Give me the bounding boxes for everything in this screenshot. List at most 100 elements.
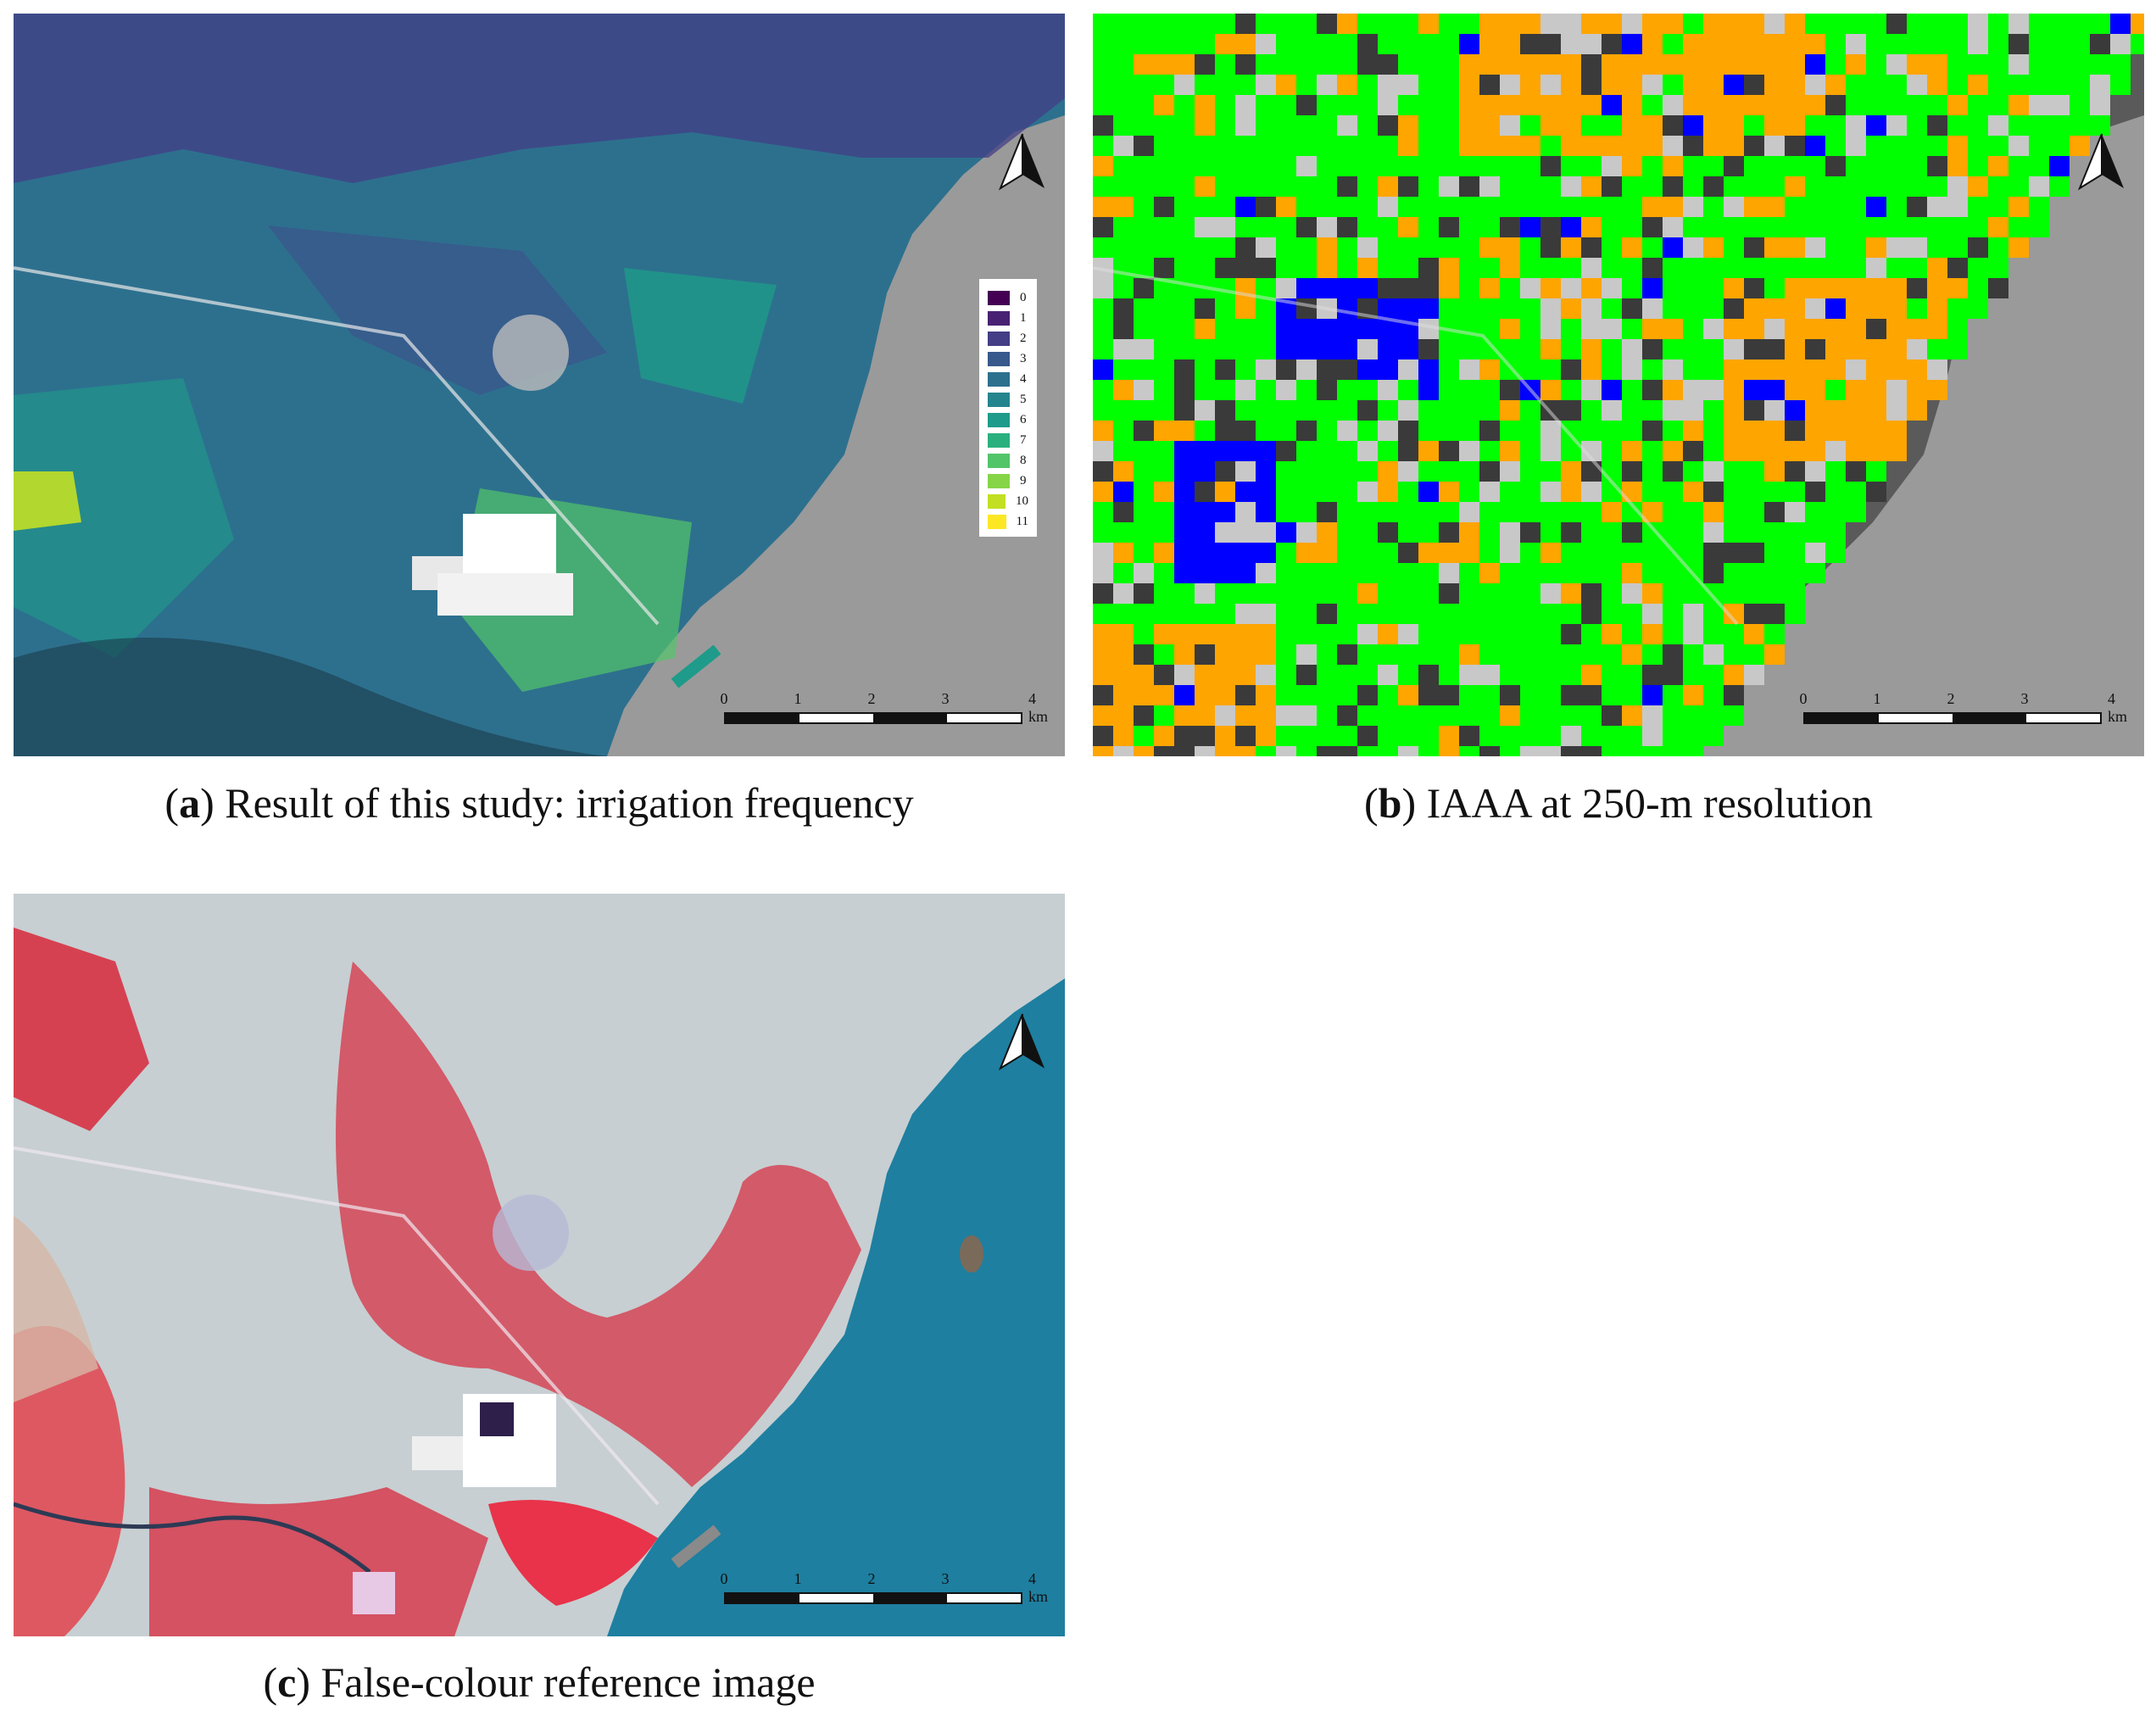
raster-cell xyxy=(1805,441,1825,461)
raster-cell xyxy=(1500,685,1520,705)
raster-cell xyxy=(1378,583,1398,604)
raster-cell xyxy=(1113,156,1134,176)
raster-cell xyxy=(2131,14,2144,34)
raster-cell xyxy=(1622,583,1642,604)
raster-cell xyxy=(1703,522,1724,543)
raster-cell xyxy=(1825,319,1846,339)
raster-cell xyxy=(1479,685,1500,705)
raster-cell xyxy=(1418,217,1439,237)
legend-entry: 4 xyxy=(988,369,1028,389)
raster-cell xyxy=(1235,665,1256,685)
raster-cell xyxy=(1479,217,1500,237)
raster-cell xyxy=(1602,115,1622,136)
raster-cell xyxy=(1663,34,1683,54)
raster-cell xyxy=(1134,14,1154,34)
raster-cell xyxy=(1703,441,1724,461)
raster-cell xyxy=(1317,563,1337,583)
raster-cell xyxy=(1276,705,1296,726)
raster-cell xyxy=(1683,502,1703,522)
legend-label: 6 xyxy=(1020,412,1027,426)
raster-cell xyxy=(1642,298,1663,319)
raster-cell xyxy=(1642,563,1663,583)
raster-cell xyxy=(1317,359,1337,380)
raster-cell xyxy=(1235,258,1256,278)
raster-cell xyxy=(1927,156,1947,176)
raster-cell xyxy=(1846,217,1866,237)
raster-cell xyxy=(1540,380,1561,400)
raster-cell xyxy=(1459,359,1479,380)
raster-cell xyxy=(1113,400,1134,421)
raster-cell xyxy=(1093,278,1113,298)
raster-cell xyxy=(1134,726,1154,746)
raster-cell xyxy=(1642,359,1663,380)
raster-cell xyxy=(1378,237,1398,258)
raster-cell xyxy=(1418,278,1439,298)
raster-cell xyxy=(1825,543,1846,563)
raster-cell xyxy=(1439,359,1459,380)
raster-cell xyxy=(1439,258,1459,278)
raster-cell xyxy=(1317,136,1337,156)
raster-cell xyxy=(1785,298,1805,319)
raster-cell xyxy=(1886,278,1907,298)
raster-cell xyxy=(1317,441,1337,461)
raster-cell xyxy=(1785,502,1805,522)
raster-cell xyxy=(1561,34,1581,54)
raster-cell xyxy=(1866,217,1886,237)
raster-cell xyxy=(1968,115,1988,136)
raster-cell xyxy=(1540,54,1561,75)
raster-cell xyxy=(1744,319,1764,339)
raster-cell xyxy=(1418,197,1439,217)
raster-cell xyxy=(1520,665,1540,685)
raster-cell xyxy=(1195,400,1215,421)
raster-cell xyxy=(1093,746,1113,756)
raster-cell xyxy=(1561,258,1581,278)
raster-cell xyxy=(1174,685,1195,705)
raster-cell xyxy=(1927,237,1947,258)
raster-cell xyxy=(1866,278,1886,298)
raster-cell xyxy=(1235,197,1256,217)
raster-cell xyxy=(1744,176,1764,197)
raster-cell xyxy=(1866,380,1886,400)
raster-cell xyxy=(1418,502,1439,522)
raster-cell xyxy=(1500,278,1520,298)
raster-cell xyxy=(1561,298,1581,319)
raster-cell xyxy=(1113,604,1134,624)
raster-cell xyxy=(1398,644,1418,665)
raster-cell xyxy=(1134,278,1154,298)
raster-cell xyxy=(1418,237,1439,258)
raster-cell xyxy=(1785,217,1805,237)
raster-cell xyxy=(1134,400,1154,421)
raster-cell xyxy=(1500,298,1520,319)
raster-cell xyxy=(2070,95,2090,115)
raster-cell xyxy=(1378,258,1398,278)
raster-cell xyxy=(1418,298,1439,319)
raster-cell xyxy=(1256,176,1276,197)
raster-cell xyxy=(1479,176,1500,197)
raster-cell xyxy=(1195,75,1215,95)
raster-cell xyxy=(1622,400,1642,421)
raster-cell xyxy=(1663,197,1683,217)
raster-cell xyxy=(1215,644,1235,665)
raster-cell xyxy=(1785,156,1805,176)
raster-cell xyxy=(1337,482,1357,502)
raster-cell xyxy=(1378,441,1398,461)
raster-cell xyxy=(1520,258,1540,278)
raster-cell xyxy=(1744,197,1764,217)
raster-cell xyxy=(1540,726,1561,746)
raster-cell xyxy=(1235,14,1256,34)
raster-cell xyxy=(1134,705,1154,726)
raster-cell xyxy=(2070,14,2090,34)
raster-cell xyxy=(1418,380,1439,400)
raster-cell xyxy=(1317,624,1337,644)
raster-cell xyxy=(1642,278,1663,298)
scale-labels: 0 1 2 3 4 km xyxy=(721,1570,1065,1605)
raster-cell xyxy=(1215,400,1235,421)
raster-cell xyxy=(1479,746,1500,756)
raster-cell xyxy=(1703,502,1724,522)
raster-cell xyxy=(1134,543,1154,563)
raster-cell xyxy=(1785,482,1805,502)
raster-cell xyxy=(1683,339,1703,359)
raster-cell xyxy=(1134,176,1154,197)
raster-cell xyxy=(1622,380,1642,400)
raster-cell xyxy=(1215,665,1235,685)
